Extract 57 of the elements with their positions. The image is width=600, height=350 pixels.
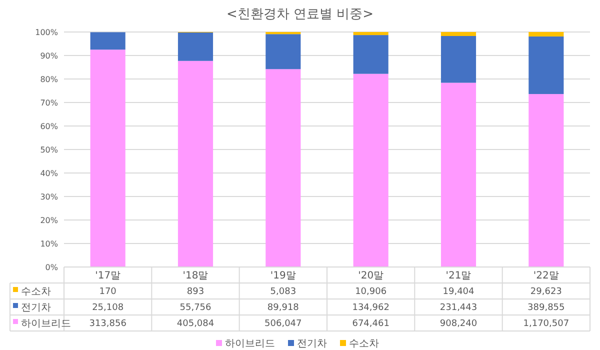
text: 55,756 xyxy=(180,303,212,314)
text: 1,170,507 xyxy=(523,319,570,330)
bar xyxy=(90,50,126,267)
text: 19,404 xyxy=(442,287,475,298)
text: 25,108 xyxy=(92,303,124,314)
y-tick-label: 20% xyxy=(40,216,58,225)
text: 수소차 xyxy=(349,338,379,350)
text: 29,623 xyxy=(530,287,562,298)
x-tick-label: '17말 xyxy=(95,270,121,282)
y-tick-label: 50% xyxy=(40,145,58,154)
y-tick-label: 10% xyxy=(40,239,58,248)
text: 170 xyxy=(99,287,117,298)
text: 전기차 xyxy=(297,338,327,350)
x-tick-label: '22말 xyxy=(533,270,559,282)
bar xyxy=(353,32,388,36)
text: 908,240 xyxy=(440,319,478,330)
x-tick-label: '19말 xyxy=(270,270,296,282)
text: 893 xyxy=(186,287,204,298)
y-tick-label: 0% xyxy=(45,262,58,272)
text: 134,962 xyxy=(352,303,390,314)
x-tick-label: '20말 xyxy=(358,270,384,282)
bar xyxy=(440,36,476,83)
y-tick-label: 30% xyxy=(40,192,58,202)
text: 하이브리드 xyxy=(225,338,275,350)
x-tick-label: '18말 xyxy=(182,270,208,282)
text: 5,083 xyxy=(270,287,296,298)
bar xyxy=(528,36,564,94)
text: 313,856 xyxy=(89,319,127,330)
text: 231,443 xyxy=(440,303,478,314)
legend-label: 수소차 xyxy=(21,286,51,298)
bar xyxy=(353,35,388,74)
y-tick-label: 80% xyxy=(40,74,58,84)
text: 405,084 xyxy=(176,319,214,330)
legend-label: 하이브리드 xyxy=(21,318,71,330)
legend-label: 전기차 xyxy=(21,302,51,314)
bar xyxy=(440,82,476,267)
text: 674,461 xyxy=(352,319,390,330)
bar xyxy=(528,94,564,267)
bar xyxy=(440,32,476,36)
y-tick-label: 60% xyxy=(40,122,58,131)
text: 389,855 xyxy=(528,303,565,314)
y-tick-label: 90% xyxy=(40,51,58,60)
text: 506,047 xyxy=(264,319,302,330)
bar xyxy=(353,74,388,267)
y-tick-label: 100% xyxy=(35,28,58,37)
y-tick-label: 70% xyxy=(40,98,58,108)
y-tick-label: 40% xyxy=(40,168,58,178)
bar xyxy=(178,60,214,267)
bar xyxy=(178,32,214,61)
bar xyxy=(266,69,301,267)
bar xyxy=(528,32,564,36)
bar xyxy=(266,34,301,70)
chart-title: <친환경차 연료별 비중> xyxy=(226,7,374,22)
text: 10,906 xyxy=(355,287,387,298)
bar xyxy=(90,32,126,50)
text: 89,918 xyxy=(267,303,300,314)
x-tick-label: '21말 xyxy=(446,270,472,282)
